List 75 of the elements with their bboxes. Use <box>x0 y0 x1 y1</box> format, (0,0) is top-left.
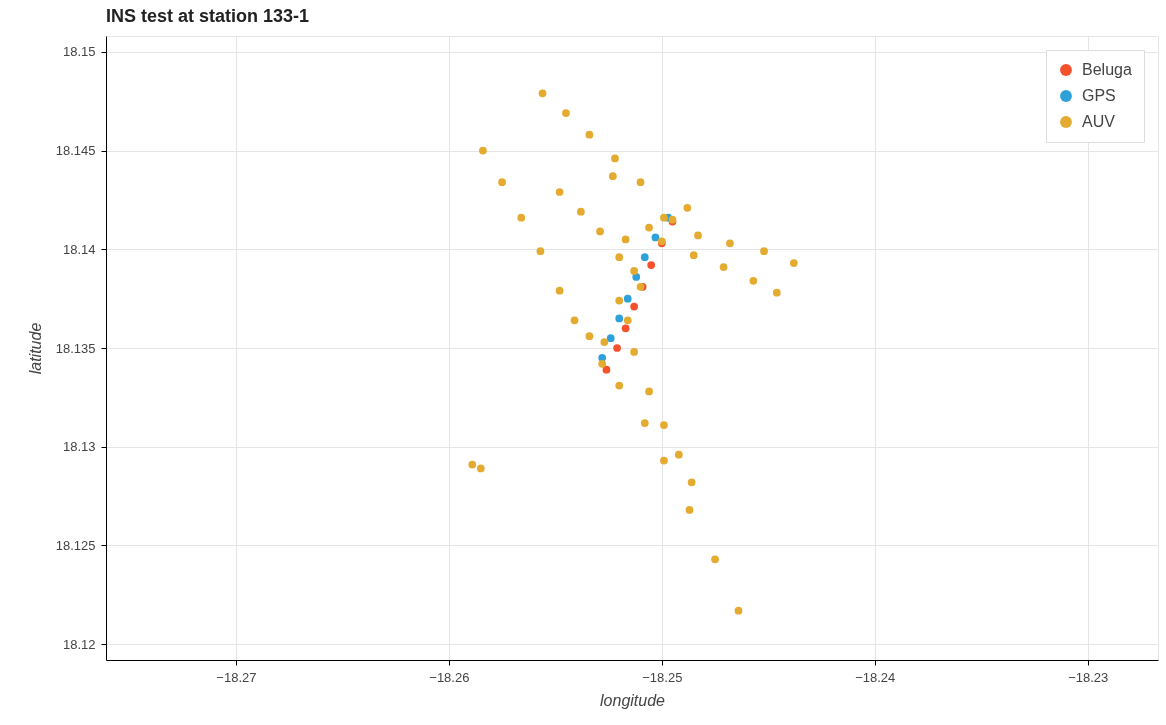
point <box>651 233 660 242</box>
x-tick-label: −18.24 <box>855 669 896 685</box>
legend-label: AUV <box>1082 113 1116 130</box>
point <box>674 450 683 459</box>
y-tick-label: 18.135 <box>55 340 96 356</box>
y-tick-label: 18.14 <box>62 241 96 257</box>
point <box>630 267 638 275</box>
y-tick-label: 18.125 <box>55 537 96 553</box>
point <box>536 247 545 256</box>
point <box>630 348 638 356</box>
point <box>749 277 758 285</box>
x-tick-label: −18.25 <box>642 669 683 685</box>
point <box>685 506 694 514</box>
point <box>772 288 781 297</box>
point <box>479 146 487 155</box>
legend-label: GPS <box>1082 87 1116 104</box>
point <box>660 421 668 429</box>
point <box>694 231 702 240</box>
point <box>623 316 632 325</box>
point <box>645 387 653 396</box>
y-axis-title: latitude <box>26 322 44 375</box>
point <box>621 324 630 333</box>
point <box>468 460 477 469</box>
y-tick-label: 18.15 <box>62 44 96 60</box>
point <box>577 207 585 216</box>
point <box>630 302 638 311</box>
x-axis-title: longitude <box>600 691 666 709</box>
point <box>476 464 485 473</box>
legend-label: Beluga <box>1082 61 1132 78</box>
x-tick-label: −18.26 <box>429 669 470 685</box>
x-tick-label: −18.23 <box>1068 669 1109 685</box>
point <box>719 263 728 271</box>
point <box>538 89 547 98</box>
point <box>562 109 570 117</box>
point <box>640 419 649 427</box>
point <box>555 286 564 295</box>
point <box>613 344 621 352</box>
chart-title: INS test at station 133-1 <box>106 6 310 26</box>
point <box>623 294 632 303</box>
point <box>687 478 696 487</box>
point <box>615 253 624 262</box>
point <box>608 172 617 181</box>
point <box>598 359 607 368</box>
point <box>615 314 624 323</box>
point <box>726 239 734 248</box>
point <box>611 154 619 163</box>
point <box>660 456 668 465</box>
point <box>602 365 611 374</box>
x-tick-label: −18.27 <box>216 669 257 685</box>
point <box>660 213 668 222</box>
point <box>734 606 743 615</box>
point <box>570 316 579 325</box>
point <box>636 178 645 186</box>
point <box>683 203 692 212</box>
point <box>517 213 526 222</box>
point <box>789 259 798 267</box>
point <box>555 188 564 196</box>
point <box>498 178 506 186</box>
y-tick-label: 18.12 <box>62 636 96 652</box>
point <box>645 223 653 232</box>
point <box>760 247 768 256</box>
y-tick-label: 18.13 <box>62 439 96 455</box>
point <box>596 227 604 236</box>
point <box>615 381 624 390</box>
point <box>711 555 719 564</box>
point <box>600 338 609 346</box>
point <box>606 334 615 342</box>
point <box>585 332 594 341</box>
point <box>640 253 649 262</box>
point <box>621 235 630 244</box>
y-tick-label: 18.145 <box>55 143 96 159</box>
point <box>585 130 594 139</box>
point <box>647 261 656 269</box>
point <box>615 296 624 305</box>
point <box>689 251 698 260</box>
